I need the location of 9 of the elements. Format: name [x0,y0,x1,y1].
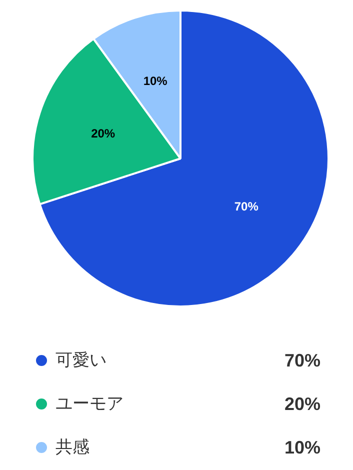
data-label: 70% [234,199,259,214]
data-label: 10% [143,74,168,88]
legend-label: ユーモア [56,394,124,414]
legend-label: 共感 [56,438,90,458]
data-label: 20% [91,126,116,140]
text: 20% [284,394,321,414]
text: 70% [284,350,321,370]
legend-label: 可愛い [56,350,106,370]
text: 10% [284,438,321,458]
